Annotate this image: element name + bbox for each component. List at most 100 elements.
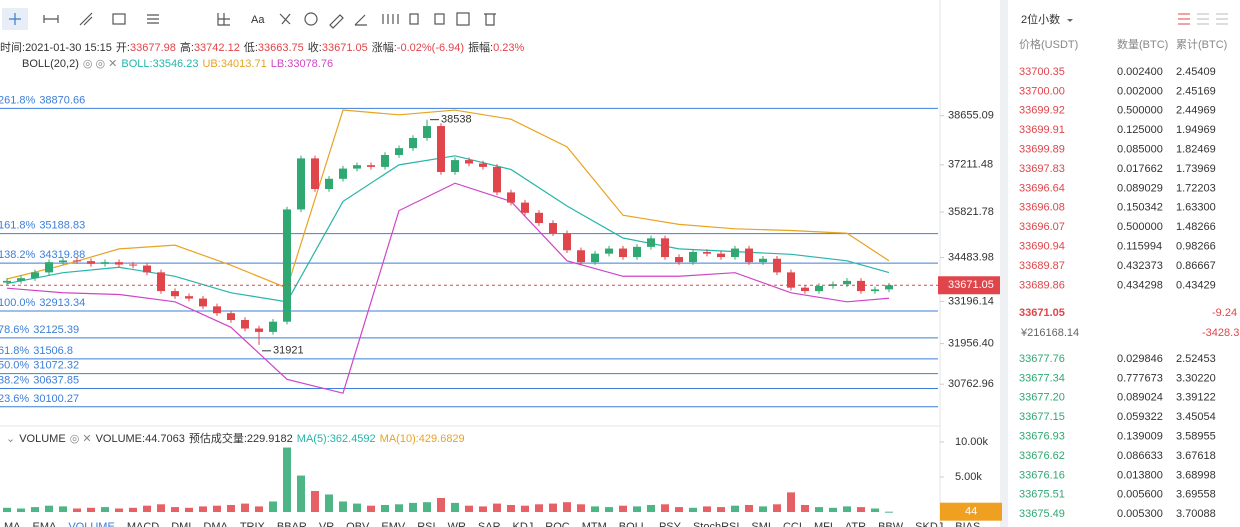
layout-toggle[interactable] <box>1178 13 1190 25</box>
volume-value: MA(5):362.4592 <box>296 433 376 445</box>
total: 3.68998 <box>1176 469 1216 481</box>
indicator-tab[interactable]: SMI <box>751 521 771 527</box>
quantity: 0.139009 <box>1117 431 1163 443</box>
indicator-tab[interactable]: DMI <box>171 521 191 527</box>
price[interactable]: 33689.87 <box>1019 260 1065 272</box>
candle-body <box>129 264 137 266</box>
info-value: 33671.05 <box>321 42 368 54</box>
candle-body <box>521 202 529 213</box>
tool-edit[interactable] <box>354 14 367 26</box>
price[interactable]: 33699.91 <box>1019 124 1065 136</box>
tool-delete[interactable] <box>484 13 496 26</box>
price[interactable]: 33697.83 <box>1019 163 1065 175</box>
price[interactable]: 33699.89 <box>1019 144 1065 156</box>
layout-toggle[interactable] <box>1216 13 1228 25</box>
price[interactable]: 33677.15 <box>1019 411 1065 423</box>
fib-value: 38870.66 <box>39 94 85 106</box>
indicator-tab[interactable]: EMA <box>33 521 58 527</box>
volume-bar <box>563 502 571 512</box>
price[interactable]: 33689.86 <box>1019 279 1065 291</box>
tool-hide[interactable] <box>409 13 419 25</box>
indicator-tab[interactable]: RSI <box>417 521 435 527</box>
tool-rect[interactable] <box>112 13 126 25</box>
indicator-tab[interactable]: BBW <box>878 521 904 527</box>
price[interactable]: 33700.35 <box>1019 66 1065 78</box>
indicator-tab[interactable]: StochRSI <box>693 521 739 527</box>
indicator-tab[interactable]: DMA <box>203 521 228 527</box>
price[interactable]: 33675.51 <box>1019 489 1065 501</box>
indicator-tab[interactable]: PSY <box>659 521 682 527</box>
tool-snapshot[interactable] <box>456 12 470 26</box>
indicator-icons[interactable]: ◎ ◎ ✕ <box>82 58 118 70</box>
tool-ruler[interactable] <box>329 14 344 29</box>
indicator-tab[interactable]: BIAS <box>955 521 980 527</box>
candle-body <box>563 233 571 251</box>
price-pane: 261.8% 38870.66 161.8% 35188.83 138.2% 34319.… <box>0 94 938 408</box>
price[interactable]: 33677.76 <box>1019 353 1065 365</box>
quantity: 0.432373 <box>1117 260 1163 272</box>
tool-measure[interactable] <box>217 13 230 26</box>
indicator-tab[interactable]: SAR <box>478 521 501 527</box>
collapse-icon[interactable]: ⌄ <box>6 433 16 445</box>
candle-body <box>773 258 781 273</box>
volume-bar <box>591 506 599 512</box>
indicator-tab[interactable]: ATR <box>845 521 866 527</box>
indicator-tab[interactable]: MA <box>4 521 21 527</box>
volume-bar <box>745 504 753 512</box>
tool-trend[interactable] <box>79 12 93 26</box>
info-row: 时间:2021-01-30 15:15 开:33677.98 高:33742.12 低… <box>0 39 528 55</box>
indicator-tab[interactable]: ROC <box>545 521 570 527</box>
price[interactable]: 33677.34 <box>1019 372 1065 384</box>
price[interactable]: 33696.64 <box>1019 182 1065 194</box>
tool-pen[interactable] <box>279 13 291 25</box>
volume-bar <box>367 505 375 512</box>
price[interactable]: 33677.20 <box>1019 392 1065 404</box>
volume-bar <box>871 508 879 512</box>
price[interactable]: 33676.93 <box>1019 431 1065 443</box>
candle-body <box>437 126 445 172</box>
indicator-tab[interactable]: VOLUME <box>68 521 114 527</box>
indicator-tab[interactable]: MFI <box>814 521 833 527</box>
candle-body <box>843 280 851 285</box>
info-label: 高: <box>179 42 194 54</box>
tool-copy[interactable] <box>434 13 445 25</box>
info-label: 低: <box>243 42 258 54</box>
tool-fib[interactable] <box>147 14 159 24</box>
precision-select[interactable]: 2位小数 <box>1021 12 1060 26</box>
candle-body <box>675 257 683 263</box>
price[interactable]: 33699.92 <box>1019 105 1065 117</box>
candle-body <box>213 306 221 314</box>
indicator-tab[interactable]: BBAR <box>277 521 307 527</box>
indicator-tab[interactable]: VR <box>319 521 334 527</box>
price[interactable]: 33676.16 <box>1019 469 1065 481</box>
indicator-tab[interactable]: BOLL <box>619 521 647 527</box>
tool-cross[interactable] <box>9 13 21 25</box>
tool-hline[interactable] <box>43 15 59 23</box>
indicator-tab[interactable]: EMV <box>381 521 406 527</box>
info-label: 开: <box>115 42 130 54</box>
volume-bar <box>101 507 109 512</box>
indicator-tab[interactable]: WR <box>448 521 466 527</box>
price[interactable]: 33675.49 <box>1019 508 1065 520</box>
info-item: 时间:2021-01-30 15:15 <box>0 42 112 54</box>
price[interactable]: 33696.08 <box>1019 202 1065 214</box>
indicator-tab[interactable]: TRIX <box>240 521 266 527</box>
candle-body <box>871 289 879 292</box>
boll-mid <box>6 155 890 303</box>
indicator-tab[interactable]: SKDJ <box>915 521 943 527</box>
price[interactable]: 33700.00 <box>1019 85 1065 97</box>
tool-magnet[interactable] <box>304 12 318 26</box>
layout-toggle[interactable] <box>1197 13 1209 25</box>
candle-body <box>633 246 641 258</box>
price[interactable]: 33676.62 <box>1019 450 1065 462</box>
indicator-tab[interactable]: KDJ <box>513 521 534 527</box>
indicator-tab[interactable]: OBV <box>346 521 370 527</box>
indicator-tab[interactable]: MTM <box>582 521 607 527</box>
price[interactable]: 33696.07 <box>1019 221 1065 233</box>
indicator-tab[interactable]: MACD <box>127 521 159 527</box>
indicator-tab[interactable]: CCI <box>783 521 802 527</box>
tool-lock[interactable] <box>382 14 399 24</box>
price[interactable]: 33690.94 <box>1019 241 1065 253</box>
indicator-icons[interactable]: ◎ ✕ <box>69 433 92 445</box>
tool-font[interactable]: Aa <box>251 14 265 26</box>
